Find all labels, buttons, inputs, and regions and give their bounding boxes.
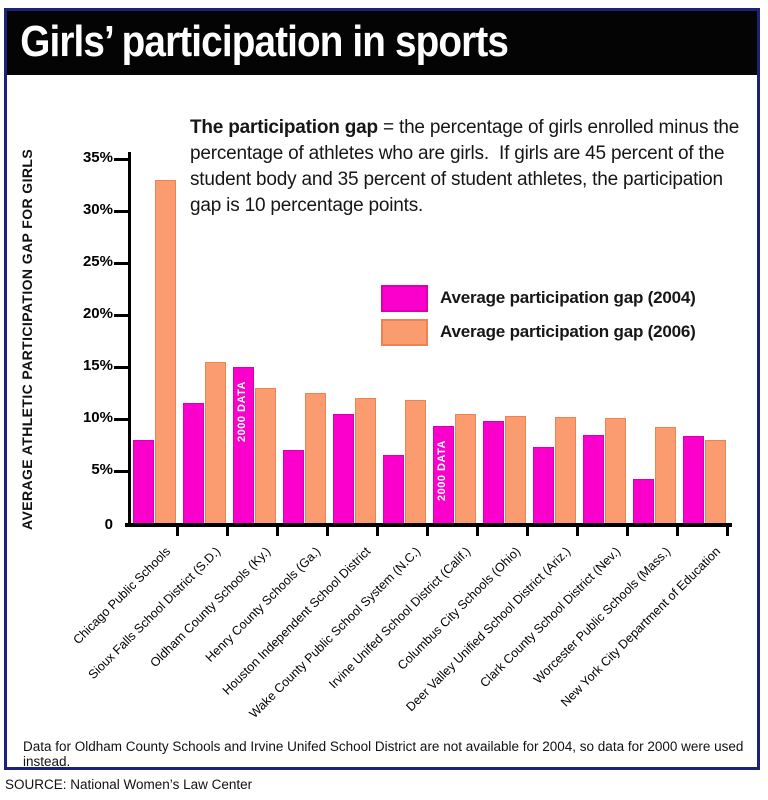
x-category-label: New York City Department of Education	[558, 544, 724, 710]
y-tick	[114, 158, 128, 161]
bar-chart: 35% 30% 25% 20% 15% 10% 5% 0 Chicago Public Scho…	[7, 11, 757, 767]
y-zero-label: 0	[104, 516, 113, 533]
bar-2004	[383, 455, 404, 523]
bar-2006	[455, 414, 476, 523]
page-title: Girls’ participation in sports	[20, 17, 509, 66]
chart-legend: Average participation gap (2004) Average…	[381, 284, 696, 352]
x-tick	[576, 525, 579, 536]
bar-2004	[333, 414, 354, 523]
legend-swatch-2006	[381, 318, 428, 346]
y-tick-label: 30%	[82, 201, 113, 218]
y-tick-label: 5%	[91, 461, 113, 478]
x-tick	[676, 525, 679, 536]
x-tick	[176, 525, 179, 536]
y-tick-label: 10%	[82, 409, 113, 426]
y-tick-label: 20%	[82, 305, 113, 322]
x-tick	[526, 525, 529, 536]
infographic-frame: Girls’ participation in sports The parti…	[4, 8, 760, 770]
x-tick	[476, 525, 479, 536]
y-tick	[114, 366, 128, 369]
y-tick-label: 25%	[82, 253, 113, 270]
definition-body: = the percentage of girls enrolled minus…	[190, 117, 740, 216]
bar-2004	[283, 450, 304, 523]
bar-2006	[255, 388, 276, 523]
participation-gap-definition: The participation gap = the percentage o…	[190, 115, 752, 219]
legend-swatch-2004	[381, 284, 428, 312]
y-axis-line	[128, 152, 131, 527]
x-tick	[226, 525, 229, 536]
bar-2006	[405, 400, 426, 523]
bar-2006	[305, 393, 326, 523]
bar-2004	[433, 426, 454, 523]
bar-2006	[155, 180, 176, 523]
x-tick	[376, 525, 379, 536]
y-tick	[114, 470, 128, 473]
y-tick	[114, 210, 128, 213]
x-category-label: Sioux Falls School District (S.D.)	[85, 544, 224, 682]
y-tick-label: 35%	[82, 149, 113, 166]
y-tick	[114, 262, 128, 265]
x-tick	[726, 525, 729, 536]
bar-2006	[205, 362, 226, 523]
x-tick	[626, 525, 629, 536]
bar-2006	[555, 417, 576, 523]
title-banner: Girls’ participation in sports	[7, 11, 757, 75]
bar-2004	[133, 440, 154, 523]
x-category-label: Oldham County Schools (Ky.)	[147, 544, 274, 670]
x-category-label: Chicago Public Schools	[70, 544, 174, 648]
y-tick-label: 15%	[82, 357, 113, 374]
bar-2004	[633, 479, 654, 523]
y-tick	[114, 418, 128, 421]
x-category-label: Columbus City Schools (Ohio)	[394, 544, 524, 673]
x-category-label: Houston Independent School District	[219, 544, 374, 698]
x-tick	[426, 525, 429, 536]
legend-item-2006: Average participation gap (2006)	[381, 318, 696, 346]
x-category-label: Deer Valley Unified School District (Ari…	[403, 544, 574, 715]
legend-label-2006: Average participation gap (2006)	[440, 322, 696, 341]
bar-2004	[183, 403, 204, 523]
x-category-label: Worcester Public Schools (Mass.)	[530, 544, 674, 687]
bar-annotation: 2000 DATA	[236, 381, 248, 443]
bar-annotation: 2000 DATA	[436, 440, 448, 502]
footnote: Data for Oldham County Schools and Irvin…	[23, 739, 744, 769]
bar-2004	[233, 367, 254, 523]
legend-item-2004: Average participation gap (2004)	[381, 284, 696, 312]
bar-2006	[505, 416, 526, 523]
x-category-label: Henry County Schools (Ga.)	[202, 544, 324, 665]
bar-2006	[655, 427, 676, 523]
bar-2006	[605, 418, 626, 523]
source-credit: SOURCE: National Women’s Law Center	[5, 777, 253, 792]
frame-inner: Girls’ participation in sports The parti…	[7, 11, 757, 769]
x-category-label: Wake County Public School System (N.C.)	[246, 544, 424, 721]
x-category-label: Irvine Unifed School District (Calif.)	[326, 544, 474, 692]
definition-lead: The participation gap	[190, 117, 378, 138]
x-tick	[326, 525, 329, 536]
bar-2004	[683, 436, 704, 523]
bar-2004	[533, 447, 554, 523]
x-category-label: Clark County School District (Nev.)	[477, 544, 624, 691]
bar-2006	[355, 398, 376, 523]
bar-2004	[483, 421, 504, 523]
x-tick	[276, 525, 279, 536]
y-tick	[114, 314, 128, 317]
bar-2004	[583, 435, 604, 523]
bar-2006	[705, 440, 726, 523]
legend-label-2004: Average participation gap (2004)	[440, 288, 696, 307]
